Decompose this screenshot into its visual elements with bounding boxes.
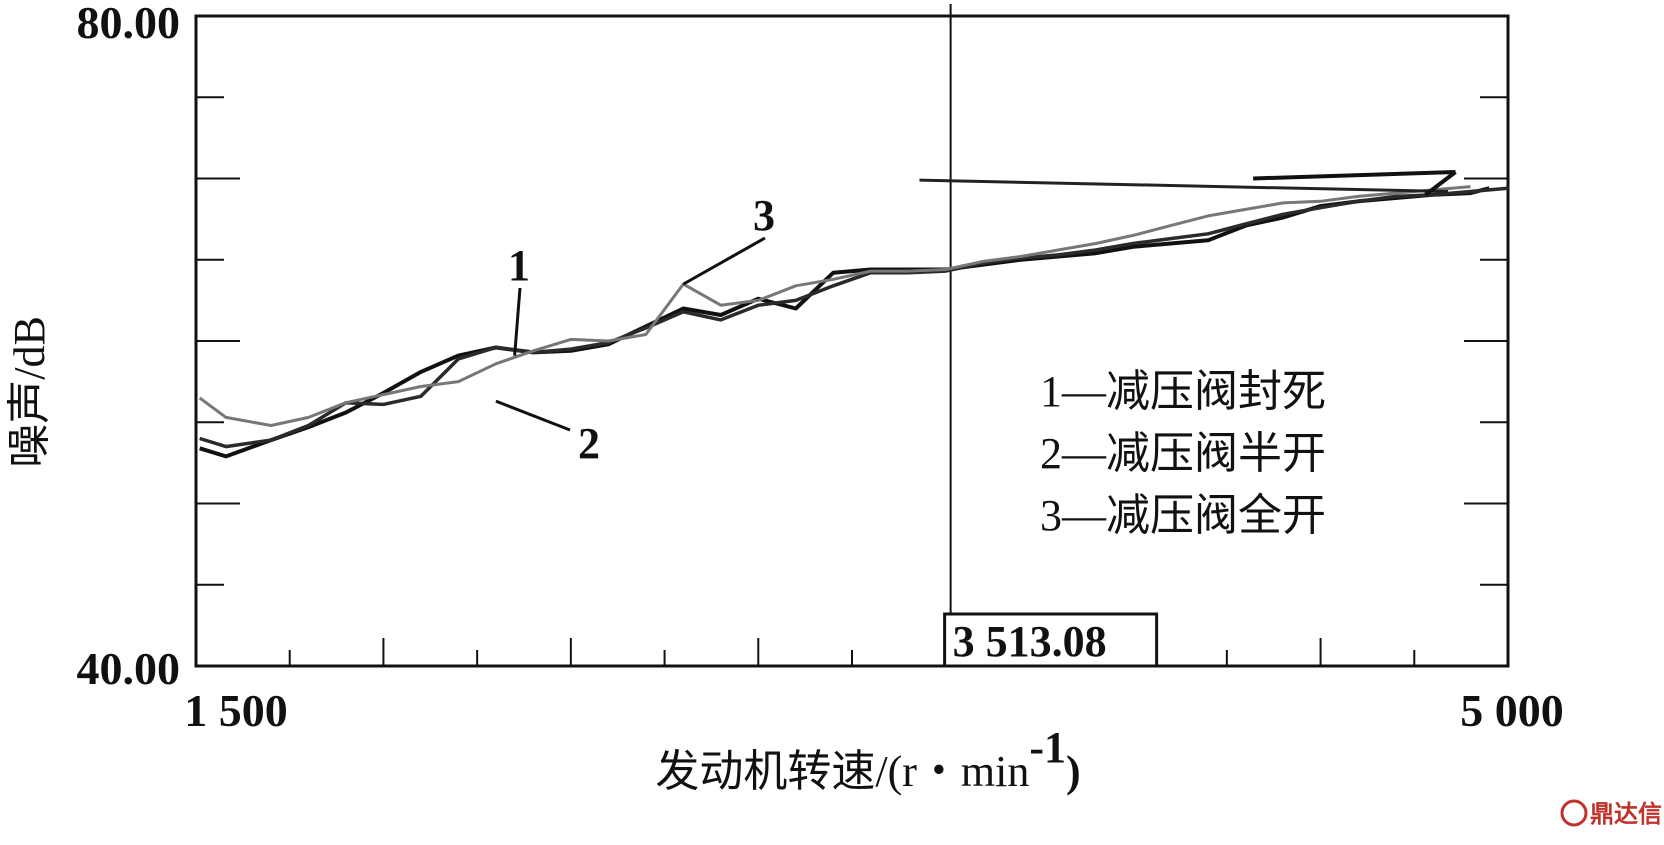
- x-tick-label-max: 5 000: [1460, 685, 1564, 736]
- dingdaxin-logo-icon: [1560, 799, 1588, 827]
- y-axis-title: 噪声/dB: [5, 316, 54, 468]
- reference-line-upper: [1253, 170, 1456, 181]
- series-group: [198, 170, 1509, 459]
- x-tick-label-min: 1 500: [184, 685, 288, 736]
- x-axis-title: 发动机转速/(r・min-1): [655, 723, 1080, 797]
- series-line-1: [199, 186, 1490, 459]
- series-tag-leader: [495, 399, 571, 432]
- series-line-2: [199, 186, 1509, 449]
- legend-entry-1: 1—减压阀封死: [1040, 367, 1326, 416]
- legend-entry-3: 3—减压阀全开: [1040, 491, 1326, 540]
- series-tag-leader: [682, 236, 766, 286]
- cursor-value-box: [943, 612, 1159, 668]
- x-axis-title-exponent: -1: [1029, 723, 1066, 772]
- series-tag-leader: [513, 287, 522, 356]
- plot-frame: [194, 14, 1510, 668]
- watermark: 鼎达信: [1560, 799, 1662, 828]
- cursor-value-label: 3 513.08: [953, 617, 1107, 666]
- legend: 1—减压阀封死 2—减压阀半开 3—减压阀全开: [1040, 367, 1326, 540]
- y-tick-label-min: 40.00: [77, 643, 181, 694]
- x-axis-title-close: ): [1066, 747, 1081, 796]
- series-tags: 1 2 3: [495, 191, 775, 468]
- reference-line: [919, 178, 1449, 193]
- watermark-text: 鼎达信: [1590, 800, 1662, 828]
- series-tag-1: 1: [508, 241, 530, 290]
- series-tag-3: 3: [753, 191, 775, 240]
- x-axis-title-text: 发动机转速/(r・min: [655, 747, 1029, 796]
- legend-entry-2: 2—减压阀半开: [1040, 429, 1326, 478]
- reference-line-hook: [1424, 170, 1457, 197]
- series-line-3: [198, 185, 1471, 427]
- series-tag-2: 2: [578, 419, 600, 468]
- y-tick-label-max: 80.00: [77, 0, 181, 48]
